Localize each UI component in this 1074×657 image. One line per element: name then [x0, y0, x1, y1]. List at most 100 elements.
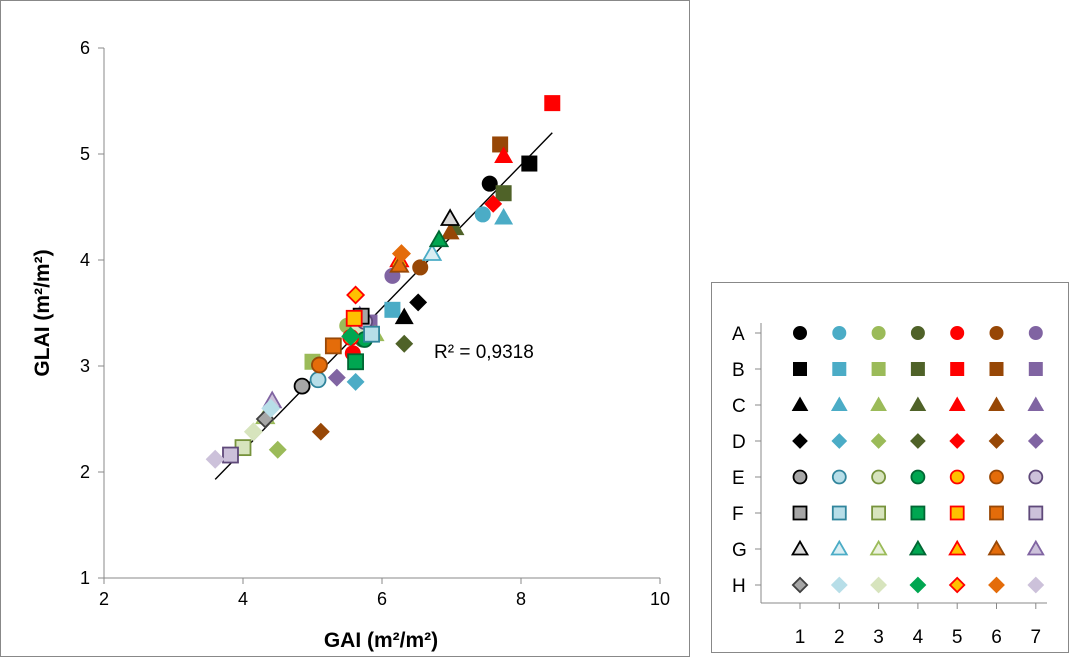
legend-symbol-g5	[948, 539, 967, 556]
legend-symbol-c6	[988, 396, 1005, 412]
data-point-g2	[421, 243, 443, 261]
legend-symbol-b4	[910, 362, 925, 376]
legend-symbol-d3	[870, 433, 887, 449]
y-tick-label: 2	[80, 462, 90, 482]
legend-symbol-c5	[948, 396, 966, 412]
legend-symbol-c3	[870, 396, 887, 412]
data-point-h3	[243, 422, 263, 442]
data-point-f6	[324, 337, 342, 355]
legend-symbol-f7	[1028, 505, 1044, 521]
data-point-c2	[494, 207, 514, 225]
legend-symbol-h3	[870, 576, 888, 594]
x-tick-label: 6	[377, 589, 387, 609]
x-axis-title: GAI (m²/m²)	[324, 629, 438, 652]
legend-row-label: C	[732, 396, 746, 417]
data-point-f4	[347, 353, 364, 371]
y-tick-label: 4	[80, 250, 90, 270]
legend-symbol-e2	[831, 469, 847, 485]
data-point-a1	[481, 175, 498, 192]
x-tick-label: 8	[516, 589, 526, 609]
legend-symbol-g1	[790, 539, 810, 556]
legend-row-label: F	[732, 504, 744, 525]
legend-symbol-h5	[948, 576, 966, 594]
data-point-g1	[439, 208, 461, 226]
legend-symbol-d7	[1027, 433, 1044, 449]
legend-row-label: G	[732, 540, 747, 561]
legend-symbol-g6	[987, 539, 1006, 556]
data-point-d6	[311, 422, 330, 441]
legend-symbol-g7	[1026, 539, 1045, 556]
legend-symbol-d6	[988, 433, 1005, 449]
data-point-c5	[494, 146, 514, 163]
legend-symbol-a7	[1028, 326, 1043, 340]
data-point-c6	[440, 222, 460, 240]
data-point-a6	[412, 259, 429, 276]
legend-col-label: 7	[1031, 627, 1042, 648]
legend-symbol-c4	[909, 396, 927, 412]
legend-symbol-c7	[1027, 396, 1045, 412]
legend-symbol-f2	[831, 505, 847, 521]
data-point-d7	[327, 368, 346, 387]
legend-symbol-h2	[830, 576, 848, 594]
data-point-e1	[293, 377, 311, 395]
data-point-e6	[311, 356, 328, 374]
data-point-b4	[495, 185, 512, 202]
data-point-b1	[521, 155, 538, 172]
legend-symbol-a1	[793, 326, 807, 340]
legend-col-label: 2	[834, 627, 845, 648]
legend-symbol-f4	[910, 505, 926, 521]
legend-col-label: 5	[952, 627, 963, 648]
x-tick-label: 2	[99, 589, 109, 609]
legend-row-label: A	[732, 324, 745, 345]
legend-col-label: 1	[795, 627, 806, 648]
legend-symbol-h7	[1027, 576, 1045, 594]
legend-symbol-e5	[949, 469, 965, 485]
data-point-h7	[205, 449, 225, 469]
legend-symbol-f1	[792, 505, 808, 521]
legend-symbol-a3	[871, 326, 886, 340]
y-tick-label: 1	[80, 568, 90, 588]
data-point-f2	[363, 325, 380, 343]
legend-symbol-a6	[989, 326, 1004, 340]
data-point-g4	[428, 229, 450, 248]
legend-symbol-h4	[909, 576, 927, 594]
legend-symbol-b7	[1028, 362, 1043, 376]
legend-symbol-e4	[910, 469, 926, 485]
data-point-b5	[544, 95, 561, 112]
legend-row-label: H	[732, 576, 746, 597]
legend-symbol-e6	[989, 469, 1004, 485]
legend-symbol-b5	[950, 362, 965, 376]
x-tick-label: 4	[238, 589, 248, 609]
data-point-f5	[345, 309, 363, 327]
data-point-d5	[484, 194, 503, 213]
legend-symbol-a4	[910, 326, 925, 340]
data-point-d4	[395, 334, 414, 353]
legend-symbol-e1	[792, 469, 808, 485]
legend-row-label: D	[732, 432, 746, 453]
legend-symbol-g2	[830, 539, 849, 556]
legend-symbol-c1	[791, 396, 809, 412]
legend-symbol-d2	[831, 433, 848, 449]
r-squared-label: R² = 0,9318	[434, 342, 534, 363]
data-point-d2	[346, 372, 365, 391]
legend-symbol-b6	[989, 362, 1004, 376]
legend-symbol-h6	[988, 576, 1005, 594]
legend-symbol-d4	[910, 433, 926, 449]
legend-row-label: B	[732, 360, 745, 381]
legend-symbol-d5	[949, 433, 966, 449]
legend-symbol-c2	[830, 396, 848, 412]
legend-symbol-b1	[793, 362, 807, 376]
x-tick-label: 10	[650, 589, 670, 609]
legend-symbol-g4	[908, 539, 927, 556]
legend-symbol-f3	[871, 505, 887, 521]
legend-symbol-f6	[989, 505, 1004, 521]
data-point-c1	[394, 307, 414, 325]
legend-symbol-g3	[869, 539, 888, 556]
legend-symbol-h1	[791, 576, 809, 594]
y-tick-label: 5	[80, 144, 90, 164]
legend-symbol-f5	[949, 505, 965, 521]
